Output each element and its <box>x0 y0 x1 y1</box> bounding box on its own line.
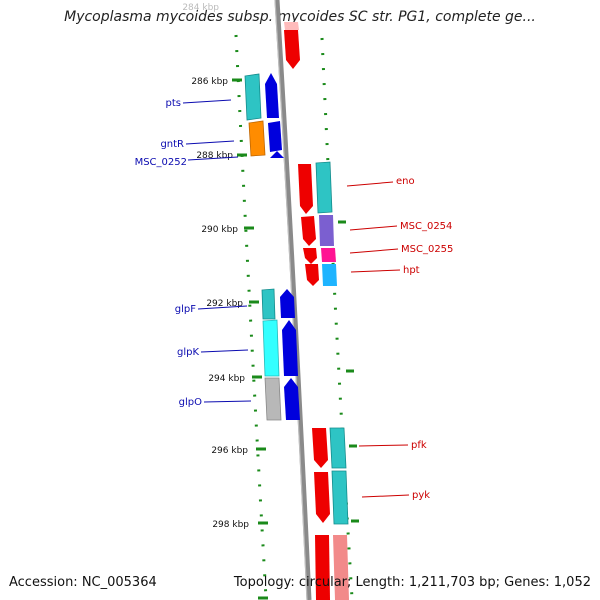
major-ticks <box>232 78 359 600</box>
gene-MSC_0254[interactable] <box>301 215 334 246</box>
gene-hpt[interactable] <box>305 264 337 286</box>
gene-top-red[interactable] <box>284 22 300 69</box>
gene-pyk[interactable] <box>314 470 349 525</box>
scale-label: 286 kbp <box>191 77 228 87</box>
scale-label: 296 kbp <box>211 446 248 456</box>
gene-label-hpt: hpt <box>403 265 420 276</box>
map-title: Mycoplasma mycoides subsp. mycoides SC s… <box>64 9 536 25</box>
gene-pfk[interactable] <box>312 427 347 469</box>
scale-label: 294 kbp <box>208 374 245 384</box>
gene-label-pfk: pfk <box>411 440 427 451</box>
gene-label-pts: pts <box>166 98 181 109</box>
gene-MSC_0252[interactable] <box>270 151 284 158</box>
forward-label-leaders <box>346 181 410 498</box>
gene-label-glpF: glpF <box>175 304 196 315</box>
scale-label: 292 kbp <box>206 299 243 309</box>
genome-summary-text: Topology: circular; Length: 1,211,703 bp… <box>233 575 591 590</box>
forward-strand-genes[interactable] <box>284 22 349 600</box>
gene-label-MSC_0255: MSC_0255 <box>401 244 453 255</box>
gene-label-gntR: gntR <box>160 139 184 150</box>
gene-label-MSC_0254: MSC_0254 <box>400 221 452 232</box>
gene-glpK[interactable] <box>262 319 298 377</box>
scale-label: 298 kbp <box>212 520 249 530</box>
gene-label-glpK: glpK <box>177 347 199 358</box>
gene-label-MSC_0252: MSC_0252 <box>135 157 187 168</box>
scale-label: 290 kbp <box>201 225 238 235</box>
reverse-strand-genes[interactable] <box>244 73 300 421</box>
scale-labels: 284 kbp 286 kbp 288 kbp 290 kbp 292 kbp … <box>182 3 249 530</box>
gene-pts[interactable] <box>244 73 279 121</box>
reverse-gene-labels: pts gntR MSC_0252 glpF glpK glpO <box>135 98 203 408</box>
accession-text: Accession: NC_005364 <box>9 575 157 590</box>
scale-label: 288 kbp <box>196 151 233 161</box>
gene-label-glpO: glpO <box>179 397 202 408</box>
gene-glpO[interactable] <box>264 377 300 421</box>
scale-label: 284 kbp <box>182 3 219 13</box>
gene-glpF[interactable] <box>261 288 295 320</box>
gene-gntR[interactable] <box>248 120 282 157</box>
gene-eno[interactable] <box>298 161 333 214</box>
forward-gene-labels: eno MSC_0254 MSC_0255 hpt pfk pyk <box>396 176 453 501</box>
gene-MSC_0255[interactable] <box>303 248 336 264</box>
gene-label-pyk: pyk <box>412 490 430 501</box>
gene-label-eno: eno <box>396 176 415 187</box>
gene-bottom-red[interactable] <box>315 535 349 600</box>
reverse-label-leaders <box>182 99 252 403</box>
